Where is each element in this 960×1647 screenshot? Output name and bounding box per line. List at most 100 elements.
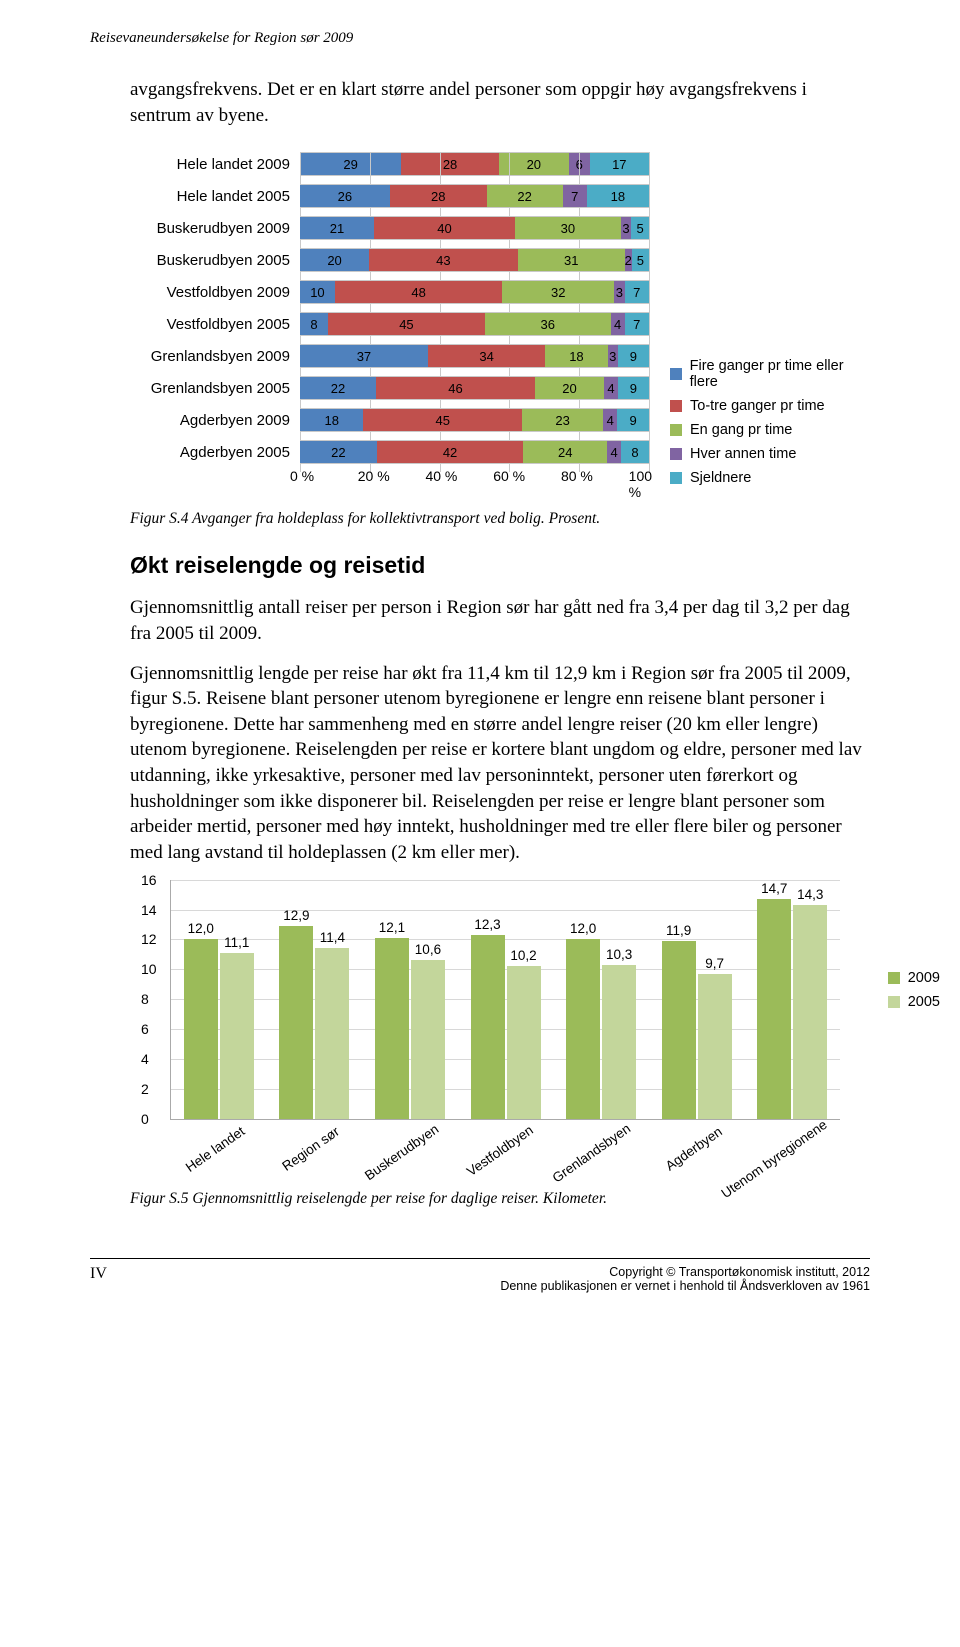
vchart-y-tick: 8	[141, 991, 149, 1007]
grouped-vertical-bar-chart: 024681012141612,011,1Hele landet12,911,4…	[130, 880, 890, 1180]
hbar-category-label: Vestfoldbyen 2009	[130, 284, 300, 301]
vchart-category-label: Region sør	[280, 1123, 343, 1173]
hbar-segment: 21	[300, 216, 374, 240]
notice-line: Denne publikasjonen er vernet i henhold …	[500, 1279, 870, 1293]
intro-paragraph: avgangsfrekvens. Det er en klart større …	[130, 77, 870, 128]
vchart-bar: 10,3	[602, 965, 636, 1119]
hbar-x-tick: 100 %	[629, 468, 652, 500]
legend-label: Fire ganger pr time eller flere	[690, 358, 870, 390]
vchart-group: 12,011,1Hele landet	[171, 880, 267, 1119]
hbar-segment: 4	[607, 440, 621, 464]
hbar-segment: 22	[300, 376, 376, 400]
page-number: IV	[90, 1265, 107, 1293]
hbar-segment: 3	[608, 344, 618, 368]
vchart-bar: 12,0	[184, 939, 218, 1118]
hbar-segment: 9	[618, 344, 649, 368]
vchart-value-label: 14,7	[757, 881, 791, 896]
hbar-bar: 18452349	[300, 408, 650, 432]
hbar-segment: 4	[611, 312, 625, 336]
legend-swatch	[670, 448, 682, 460]
hbar-segment: 28	[401, 152, 499, 176]
hbar-bar: 292820617	[300, 152, 650, 176]
hbar-segment: 43	[369, 248, 518, 272]
hbar-bar: 22462049	[300, 376, 650, 400]
hbar-segment: 2	[625, 248, 632, 272]
hbar-segment: 4	[603, 408, 617, 432]
vchart-value-label: 11,4	[315, 930, 349, 945]
vchart-category-label: Agderbyen	[662, 1123, 724, 1173]
vchart-bar: 12,1	[375, 938, 409, 1119]
hbar-category-label: Agderbyen 2005	[130, 444, 300, 461]
vchart-bar: 11,1	[220, 953, 254, 1119]
vchart-category-label: Grenlandsbyen	[550, 1120, 634, 1185]
hbar-segment: 18	[587, 184, 649, 208]
hbar-segment: 26	[300, 184, 390, 208]
vchart-y-tick: 14	[141, 902, 157, 918]
hbar-x-tick: 60 %	[493, 468, 561, 500]
vchart-y-tick: 4	[141, 1051, 149, 1067]
hbar-segment: 32	[502, 280, 614, 304]
hbar-bar: 21403035	[300, 216, 650, 240]
vchart-y-tick: 10	[141, 961, 157, 977]
hbar-segment: 36	[485, 312, 611, 336]
hbar-segment: 10	[300, 280, 335, 304]
hbar-segment: 3	[621, 216, 632, 240]
vchart-category-label: Vestfoldbyen	[463, 1122, 535, 1179]
hbar-segment: 7	[625, 312, 649, 336]
legend-label: En gang pr time	[690, 422, 792, 438]
stacked-bar-chart-wrapper: Hele landet 2009292820617Hele landet 200…	[90, 148, 870, 500]
vchart-y-tick: 16	[141, 872, 157, 888]
vchart-group: 14,714,3Utenom byregionene	[744, 880, 840, 1119]
legend-swatch	[888, 972, 900, 984]
vchart-value-label: 10,6	[411, 942, 445, 957]
hbar-row: Vestfoldbyen 200910483237	[130, 276, 870, 308]
figure-caption-s4: Figur S.4 Avganger fra holdeplass for ko…	[130, 510, 870, 528]
hbar-bar: 8453647	[300, 312, 650, 336]
hbar-segment: 8	[300, 312, 328, 336]
hbar-segment: 31	[518, 248, 625, 272]
hbar-segment: 4	[604, 376, 618, 400]
hbar-segment: 37	[300, 344, 428, 368]
hbar-segment: 20	[300, 248, 369, 272]
vchart-value-label: 10,2	[507, 948, 541, 963]
document-header: Reisevaneundersøkelse for Region sør 200…	[90, 30, 870, 47]
vchart-group: 12,911,4Region sør	[267, 880, 363, 1119]
vchart-bar: 14,3	[793, 905, 827, 1119]
vchart-y-tick: 12	[141, 931, 157, 947]
legend-label: Hver annen time	[690, 446, 796, 462]
vchart-value-label: 9,7	[698, 956, 732, 971]
hbar-row: Hele landet 2009292820617	[130, 148, 870, 180]
vchart-value-label: 11,1	[220, 935, 254, 950]
vchart-value-label: 14,3	[793, 887, 827, 902]
vchart-bar: 10,6	[411, 960, 445, 1118]
vchart-bar: 12,3	[471, 935, 505, 1119]
hbar-segment: 8	[621, 440, 649, 464]
hbar-segment: 29	[300, 152, 401, 176]
legend-item: 2009	[888, 970, 940, 986]
hbar-category-label: Buskerudbyen 2009	[130, 220, 300, 237]
hbar-segment: 22	[300, 440, 377, 464]
hbar-segment: 42	[377, 440, 524, 464]
vchart-group: 12,110,6Buskerudbyen	[362, 880, 458, 1119]
hbar-segment: 5	[631, 216, 649, 240]
hbar-row: Hele landet 2005262822718	[130, 180, 870, 212]
hbar-x-axis: 0 %20 %40 %60 %80 %100 %	[300, 468, 662, 500]
vchart-value-label: 12,0	[184, 921, 218, 936]
vchart-bar: 12,0	[566, 939, 600, 1118]
vchart-y-tick: 2	[141, 1081, 149, 1097]
hbar-segment: 48	[335, 280, 503, 304]
hbar-category-label: Grenlandsbyen 2005	[130, 380, 300, 397]
hbar-row: Buskerudbyen 200921403035	[130, 212, 870, 244]
legend-swatch	[670, 400, 682, 412]
vchart-bar: 11,4	[315, 948, 349, 1118]
legend-item: Hver annen time	[670, 446, 870, 462]
vchart-category-label: Buskerudbyen	[362, 1121, 441, 1183]
hbar-segment: 17	[590, 152, 649, 176]
vchart-groups: 12,011,1Hele landet12,911,4Region sør12,…	[171, 880, 840, 1119]
hbar-segment: 30	[515, 216, 621, 240]
body-paragraph-2: Gjennomsnittlig lengde per reise har økt…	[130, 661, 870, 866]
vchart-y-tick: 0	[141, 1111, 149, 1127]
vchart-bar: 12,9	[279, 926, 313, 1119]
hbar-bar: 37341839	[300, 344, 650, 368]
hbar-segment: 20	[535, 376, 604, 400]
